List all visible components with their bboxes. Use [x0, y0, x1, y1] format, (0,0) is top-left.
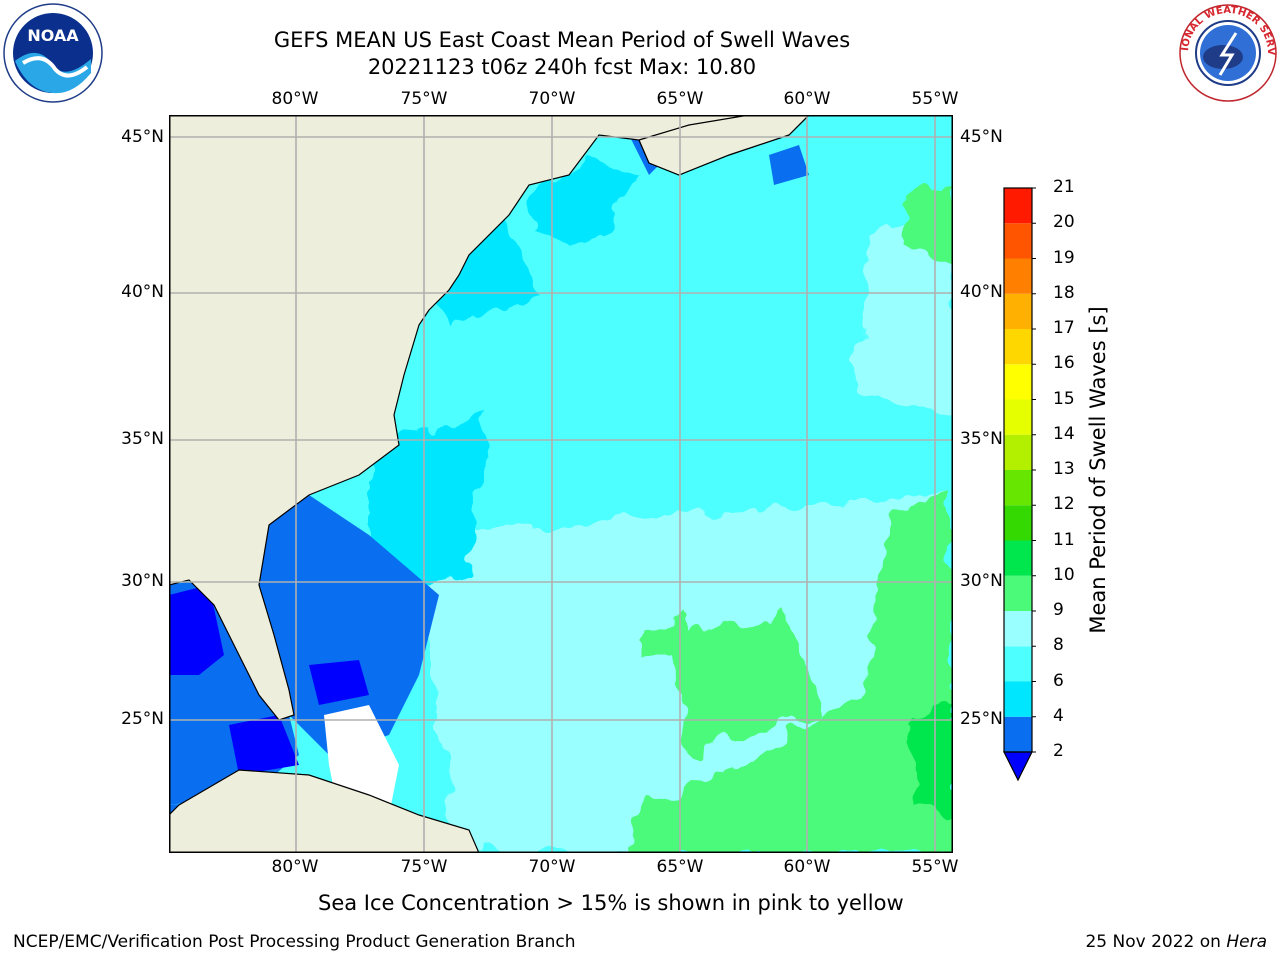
noaa-logo-text: NOAA: [27, 26, 79, 45]
colorbar-label: Mean Period of Swell Waves [s]: [1086, 306, 1110, 634]
lat-tick-right: 45°N: [960, 127, 1003, 147]
colorbar-tick-label: 18: [1053, 282, 1075, 303]
colorbar-swatch: [1004, 364, 1032, 400]
colorbar-tick-label: 11: [1053, 529, 1075, 550]
swell-region-9-10s-b: [629, 495, 953, 853]
colorbar-swatch: [1004, 258, 1032, 294]
colorbar-tick-label: 17: [1053, 318, 1075, 338]
colorbar-swatch: [1004, 575, 1032, 611]
colorbar-tick-label: 12: [1053, 494, 1075, 515]
colorbar-tick-label: 4: [1053, 705, 1064, 726]
colorbar-swatch: [1004, 329, 1032, 365]
lon-tick-bottom: 60°W: [783, 857, 831, 877]
colorbar-swatch: [1004, 399, 1032, 435]
swell-region-8-9s-mid: [589, 525, 709, 585]
colorbar: [1003, 187, 1036, 782]
colorbar-tick-label: 6: [1053, 670, 1064, 691]
colorbar-tick-label: 13: [1053, 459, 1075, 479]
colorbar-swatch: [1004, 293, 1032, 329]
graticule: [169, 115, 953, 853]
lon-tick-top: 65°W: [656, 89, 704, 109]
lat-tick-right: 35°N: [960, 429, 1003, 449]
colorbar-swatch: [1004, 646, 1032, 682]
lon-tick-top: 75°W: [400, 89, 448, 109]
swell-region-2-4s-nova-scotia: [769, 145, 809, 185]
lat-tick-left: 45°N: [121, 127, 164, 147]
colorbar-swatch: [1004, 470, 1032, 506]
swell-region-2-4s-florida: [259, 495, 439, 755]
colorbar-tick-label: 14: [1053, 423, 1075, 444]
swell-region-under-2s-keys: [229, 715, 299, 775]
noaa-logo-icon: NOAA: [3, 3, 103, 103]
colorbar-tick-label: 9: [1053, 600, 1064, 620]
lon-tick-top: 55°W: [911, 89, 959, 109]
lon-tick-bottom: 80°W: [271, 857, 319, 877]
colorbar-tick-label: 10: [1053, 564, 1075, 585]
lat-tick-left: 40°N: [121, 282, 164, 302]
lat-tick-left: 25°N: [121, 709, 164, 729]
lat-tick-right: 40°N: [960, 282, 1003, 302]
lat-tick-right: 30°N: [960, 571, 1003, 591]
footer-date-text: 25 Nov 2022 on: [1085, 932, 1227, 952]
colorbar-swatch: [1004, 188, 1032, 224]
nova-scotia-land: [638, 115, 810, 176]
cuba-land: [169, 769, 480, 853]
chart-subtitle: 20221123 t06z 240h fcst Max: 10.80: [367, 55, 757, 79]
swell-region-10-11s: [909, 705, 953, 815]
swell-region-9-10s-c: [904, 185, 953, 265]
colorbar-tick-label: 8: [1053, 635, 1064, 656]
colorbar-swatch: [1004, 681, 1032, 717]
swell-region-4-6s-se: [369, 415, 489, 595]
map-border: [169, 115, 953, 853]
colorbar-tick-label: 16: [1053, 353, 1075, 374]
colorbar-tick-label: 15: [1053, 388, 1075, 409]
sea-ice-note: Sea Ice Concentration > 15% is shown in …: [318, 891, 904, 915]
footer-date: 25 Nov 2022 on Hera: [1085, 932, 1267, 952]
chart-title: GEFS MEAN US East Coast Mean Period of S…: [273, 28, 851, 52]
lon-tick-bottom: 75°W: [400, 857, 448, 877]
lat-tick-right: 25°N: [960, 709, 1003, 729]
swell-region-under-2s-bahamas: [309, 660, 369, 705]
swell-region-under-2s-gulf: [169, 585, 224, 675]
colorbar-swatch: [1004, 505, 1032, 541]
swell-period-map: [169, 115, 953, 853]
swell-region-8-9s-ne: [859, 215, 953, 415]
swell-region-9-10s-d: [639, 615, 689, 655]
lon-tick-top: 60°W: [783, 89, 831, 109]
colorbar-swatch: [1004, 716, 1032, 752]
lon-tick-top: 70°W: [528, 89, 576, 109]
colorbar-swatch: [1004, 611, 1032, 647]
footer-host: Hera: [1226, 932, 1267, 952]
lon-tick-bottom: 55°W: [911, 857, 959, 877]
colorbar-swatch: [1004, 223, 1032, 259]
colorbar-tick-label: 20: [1053, 212, 1075, 233]
colorbar-swatch: [1004, 540, 1032, 576]
lon-tick-top: 80°W: [271, 89, 319, 109]
colorbar-swatch: [1004, 434, 1032, 470]
footer-credit: NCEP/EMC/Verification Post Processing Pr…: [13, 932, 576, 952]
lat-tick-left: 35°N: [121, 429, 164, 449]
national-weather-service-logo-icon: NATIONAL WEATHER SERVICE: [1178, 3, 1277, 102]
colorbar-tick-label: 2: [1053, 741, 1064, 761]
colorbar-tick-label: 19: [1053, 247, 1075, 268]
lon-tick-bottom: 65°W: [656, 857, 704, 877]
colorbar-under-extension: [1003, 751, 1033, 782]
colorbar-tick-label: 21: [1053, 177, 1075, 197]
lat-tick-left: 30°N: [121, 571, 164, 591]
lon-tick-bottom: 70°W: [528, 857, 576, 877]
